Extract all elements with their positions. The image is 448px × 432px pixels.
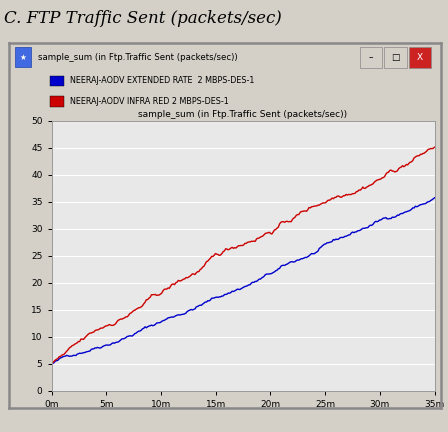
Bar — [51, 96, 64, 107]
Title: sample_sum (in Ftp.Traffic Sent (packets/sec)): sample_sum (in Ftp.Traffic Sent (packets… — [138, 110, 348, 119]
Text: □: □ — [391, 53, 400, 62]
Text: NEERAJ-AODV EXTENDED RATE  2 MBPS-DES-1: NEERAJ-AODV EXTENDED RATE 2 MBPS-DES-1 — [70, 76, 254, 85]
Text: ★: ★ — [19, 53, 26, 62]
Text: C. FTP Traffic Sent (packets/sec): C. FTP Traffic Sent (packets/sec) — [4, 10, 282, 27]
Text: sample_sum (in Ftp.Traffic Sent (packets/sec)): sample_sum (in Ftp.Traffic Sent (packets… — [38, 53, 237, 62]
Text: –: – — [369, 53, 373, 62]
Bar — [51, 76, 64, 86]
Text: NEERAJ-AODV INFRA RED 2 MBPS-DES-1: NEERAJ-AODV INFRA RED 2 MBPS-DES-1 — [70, 97, 229, 106]
FancyBboxPatch shape — [15, 47, 31, 67]
FancyBboxPatch shape — [384, 47, 406, 68]
Text: X: X — [417, 53, 423, 62]
FancyBboxPatch shape — [360, 47, 382, 68]
FancyBboxPatch shape — [409, 47, 431, 68]
